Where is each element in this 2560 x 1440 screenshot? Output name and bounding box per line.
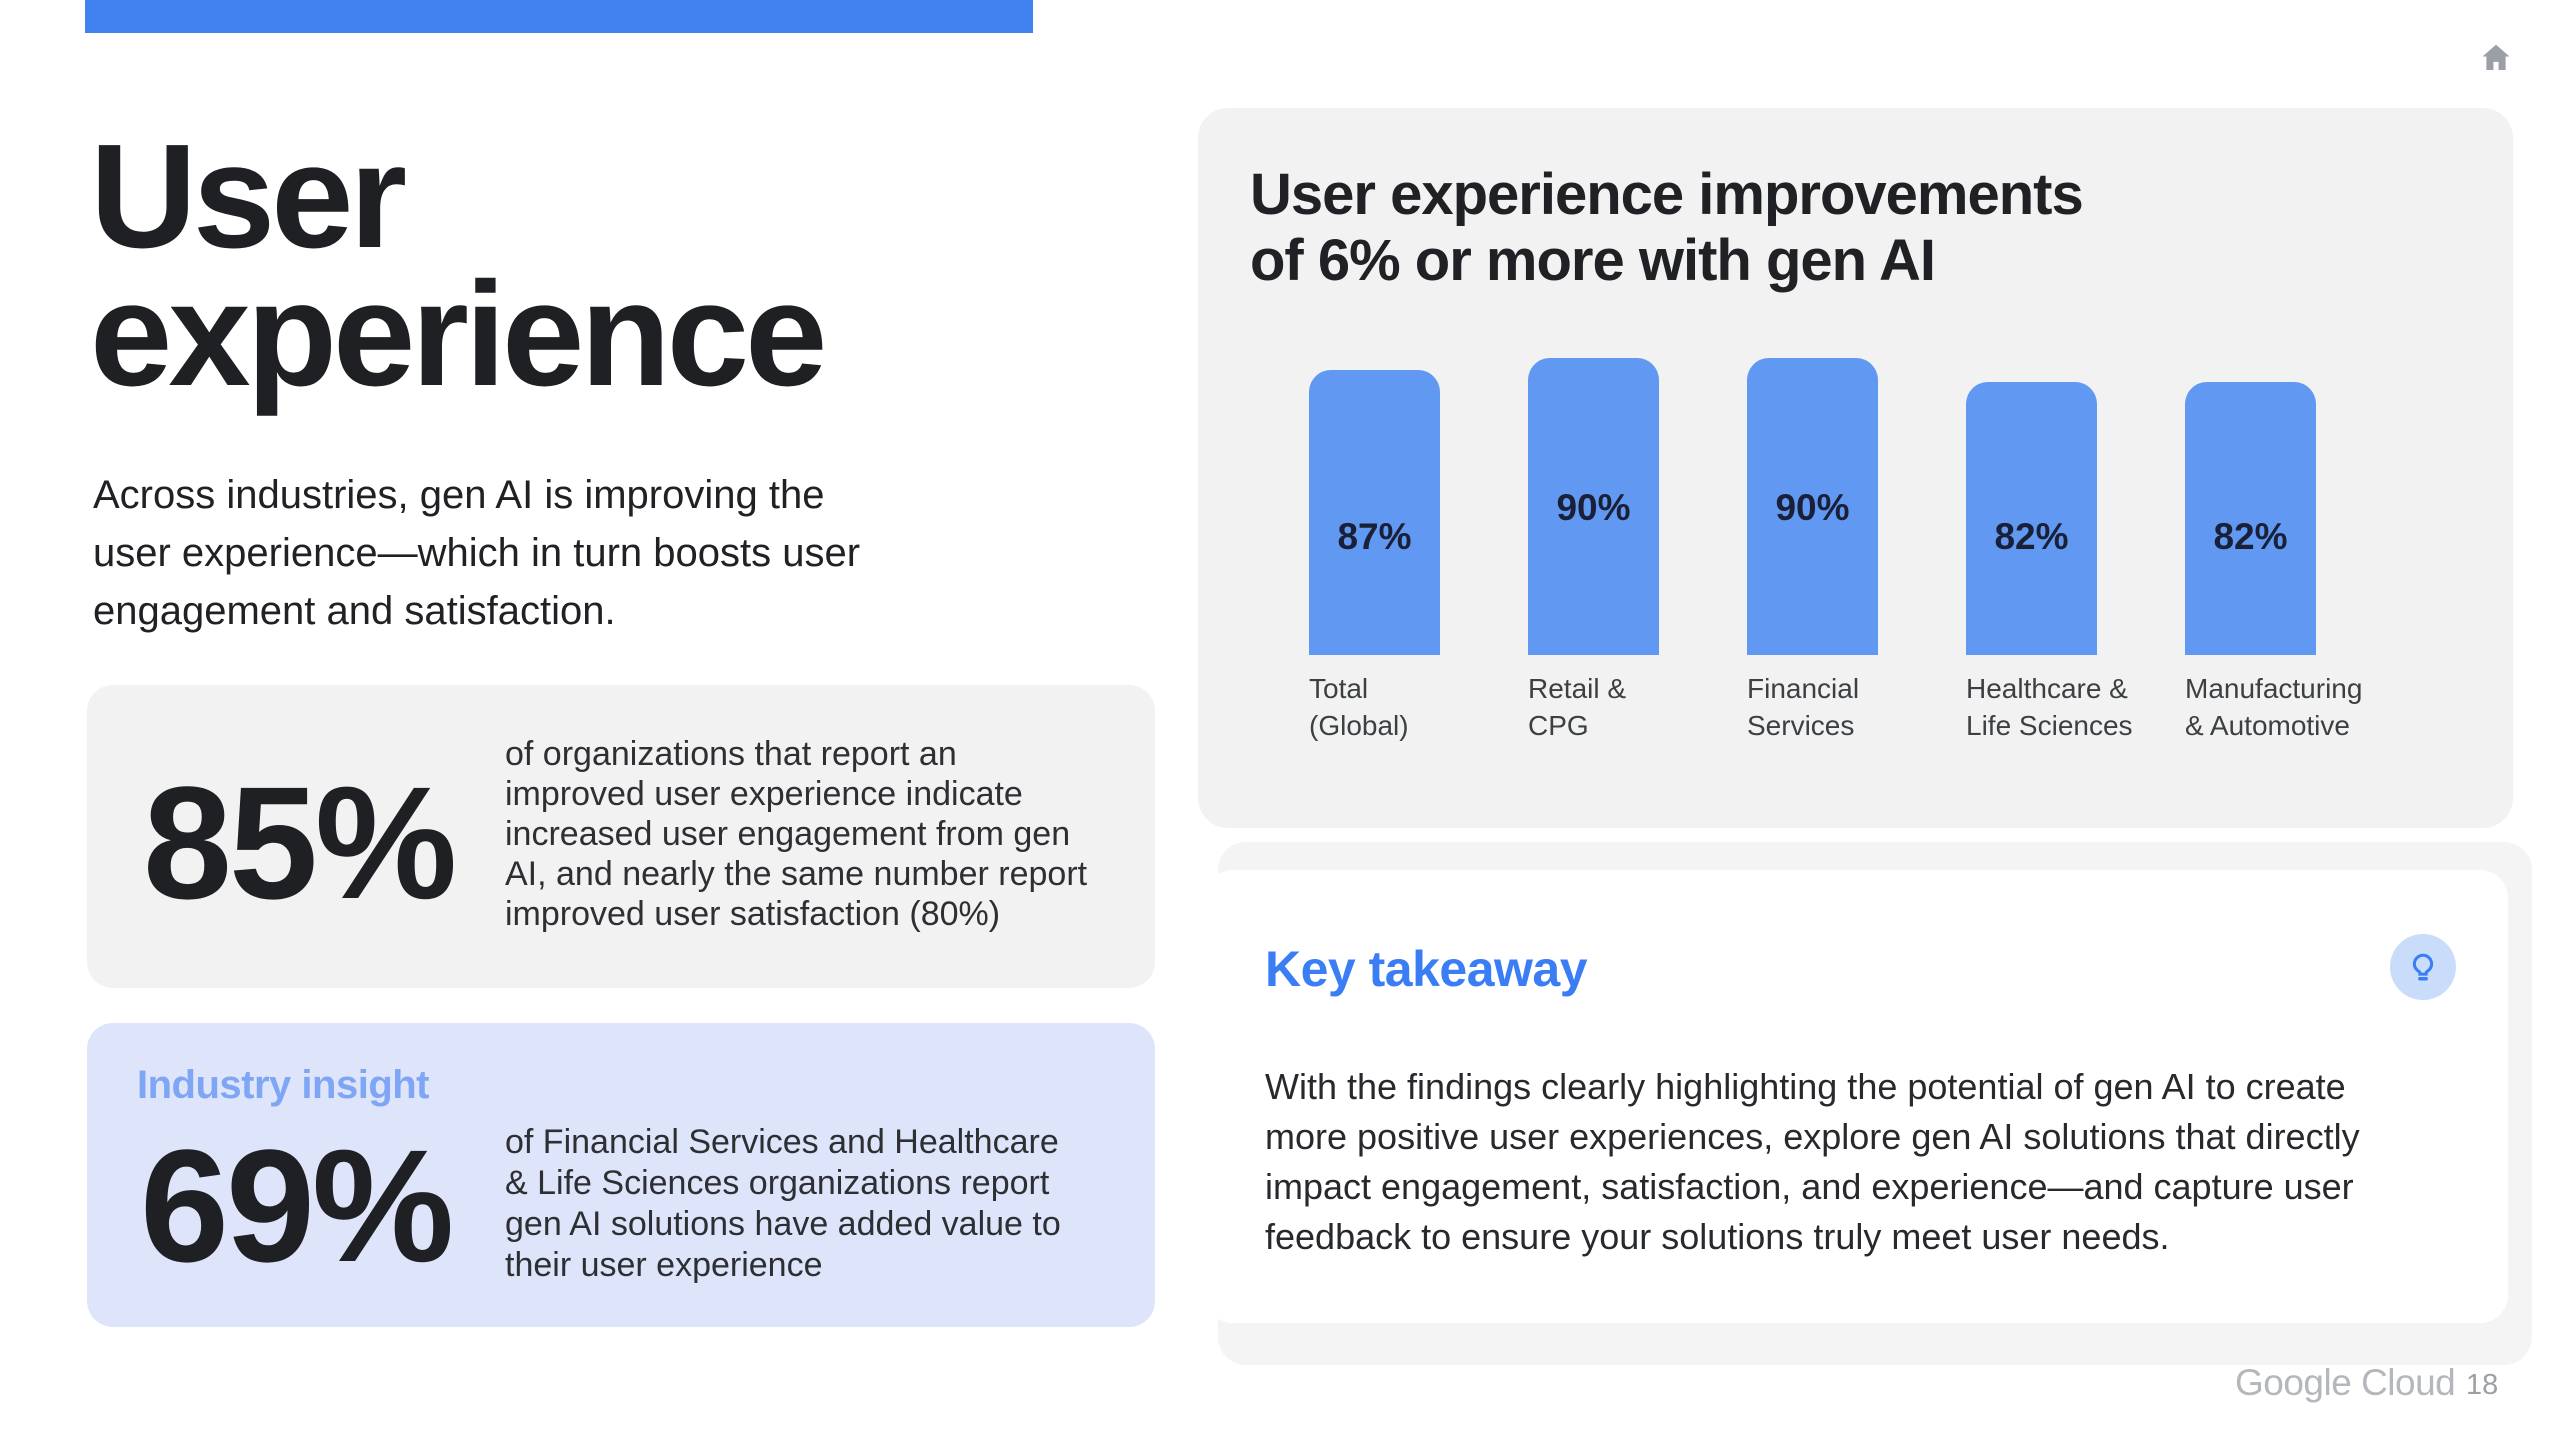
- bar-category-label: Retail & CPG: [1528, 673, 1627, 741]
- chart-title-line1: User experience improvements: [1250, 162, 2084, 227]
- stat-description-line: improved user experience indicate: [505, 775, 1023, 813]
- stat-card-85: 85% of organizations that report an impr…: [87, 685, 1155, 988]
- intro-paragraph: Across industries, gen AI is improving t…: [93, 466, 1103, 640]
- intro-line: Across industries, gen AI is improving t…: [93, 473, 825, 517]
- stat-description-line: improved user satisfaction (80%): [505, 895, 1001, 933]
- accent-top-bar: [85, 0, 1033, 33]
- google-cloud-logo: Google Cloud: [2235, 1362, 2456, 1403]
- bar-category-label: Healthcare & Life Sciences: [1966, 673, 2133, 741]
- intro-line: engagement and satisfaction.: [93, 589, 616, 633]
- insight-description-line: gen AI solutions have added value to: [505, 1205, 1061, 1243]
- bar-value-label: 90%: [1775, 487, 1850, 528]
- key-takeaway-line: impact engagement, satisfaction, and exp…: [1265, 1166, 2354, 1207]
- intro-line: user experience—which in turn boosts use…: [93, 531, 861, 575]
- stat-description: of organizations that report an improved…: [505, 734, 1087, 934]
- stat-description-line: of organizations that report an: [505, 735, 957, 773]
- industry-insight-label: Industry insight: [137, 1063, 430, 1107]
- key-takeaway-text: With the findings clearly highlighting t…: [1265, 1062, 2455, 1262]
- key-takeaway-title: Key takeaway: [1265, 941, 1588, 997]
- bar-value-label: 87%: [1337, 516, 1412, 557]
- insight-description-line: their user experience: [505, 1246, 823, 1284]
- chart-title-line2: of 6% or more with gen AI: [1250, 228, 1936, 293]
- key-takeaway-line: more positive user experiences, explore …: [1265, 1116, 2360, 1157]
- key-takeaway-line: With the findings clearly highlighting t…: [1265, 1066, 2346, 1107]
- lightbulb-icon: [2390, 934, 2456, 1000]
- page-title-line1: User: [90, 114, 407, 279]
- chart-card: User experience improvements of 6% or mo…: [1198, 108, 2513, 828]
- bar-value-label: 82%: [1994, 516, 2069, 557]
- bar-value-label: 82%: [2213, 516, 2288, 557]
- bar-financial-services: 90%: [1747, 358, 1878, 655]
- key-takeaway-line: feedback to ensure your solutions truly …: [1265, 1216, 2170, 1257]
- stat-value: 85%: [143, 753, 457, 932]
- insight-description-line: & Life Sciences organizations report: [505, 1164, 1050, 1202]
- page-title-line2: experience: [90, 252, 827, 417]
- bar-category-label: Manufacturing & Automotive: [2185, 673, 2363, 741]
- insight-value: 69%: [140, 1116, 454, 1295]
- bar-total-global: 87%: [1309, 370, 1440, 655]
- chart-title: User experience improvements of 6% or mo…: [1250, 162, 2084, 294]
- stat-description-line: AI, and nearly the same number report: [505, 855, 1088, 893]
- page-number: 18: [2466, 1369, 2499, 1401]
- bar-value-label: 90%: [1556, 487, 1631, 528]
- bar-category-label: Total (Global): [1309, 673, 1409, 741]
- key-takeaway-card: Key takeaway With the findings clearly h…: [1205, 870, 2508, 1323]
- page-title: User experience: [90, 114, 1190, 417]
- stat-description-line: increased user engagement from gen: [505, 815, 1071, 853]
- home-icon[interactable]: [2478, 40, 2514, 76]
- industry-insight-card: Industry insight 69% of Financial Servic…: [87, 1023, 1155, 1327]
- bar-retail-cpg: 90%: [1528, 358, 1659, 655]
- bar-healthcare-life-sciences: 82%: [1966, 382, 2097, 655]
- bar-category-label: Financial Services: [1747, 673, 1860, 741]
- insight-description-line: of Financial Services and Healthcare: [505, 1123, 1059, 1161]
- insight-description: of Financial Services and Healthcare & L…: [505, 1122, 1061, 1286]
- bar-manufacturing-automotive: 82%: [2185, 382, 2316, 655]
